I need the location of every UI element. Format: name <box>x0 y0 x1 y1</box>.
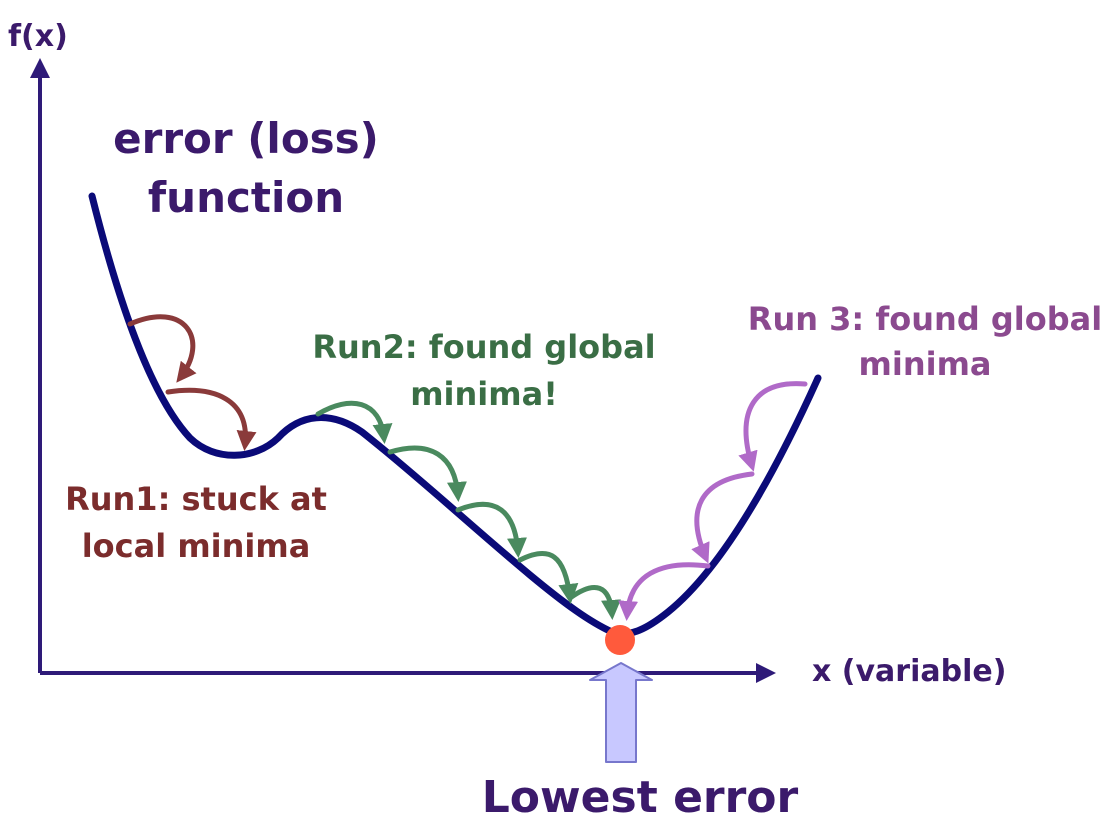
run2-label-line2: minima! <box>410 375 558 413</box>
run3-step-2 <box>691 471 755 564</box>
run3-arrows <box>618 381 808 621</box>
global-minimum-dot <box>605 625 635 655</box>
lowest-error-label: Lowest error <box>482 772 799 823</box>
run2-step-1 <box>315 400 393 444</box>
run3-step-1 <box>738 381 808 472</box>
lowest-error-pointer-arrow <box>589 662 653 763</box>
run1-arrows <box>127 314 257 451</box>
run3-label-line2: minima <box>859 345 992 383</box>
x-axis-label: x (variable) <box>812 654 1006 689</box>
run3-step-3 <box>618 562 711 621</box>
y-axis-label: f(x) <box>8 19 68 54</box>
run1-step-1 <box>127 314 197 383</box>
run1-step-2 <box>165 387 257 451</box>
curve-title-line1: error (loss) <box>113 114 379 163</box>
run2-step-4 <box>517 550 579 604</box>
run2-step-2 <box>387 445 467 502</box>
run2-step-5 <box>567 585 622 620</box>
run2-step-3 <box>455 501 527 558</box>
run1-label-line2: local minima <box>82 527 311 565</box>
run2-arrows <box>315 400 622 620</box>
curve-title-line2: function <box>148 173 344 222</box>
run1-label-line1: Run1: stuck at <box>65 480 327 518</box>
run3-label-line1: Run 3: found global <box>748 300 1102 338</box>
run2-label-line1: Run2: found global <box>312 328 655 366</box>
loss-curve <box>88 192 822 638</box>
